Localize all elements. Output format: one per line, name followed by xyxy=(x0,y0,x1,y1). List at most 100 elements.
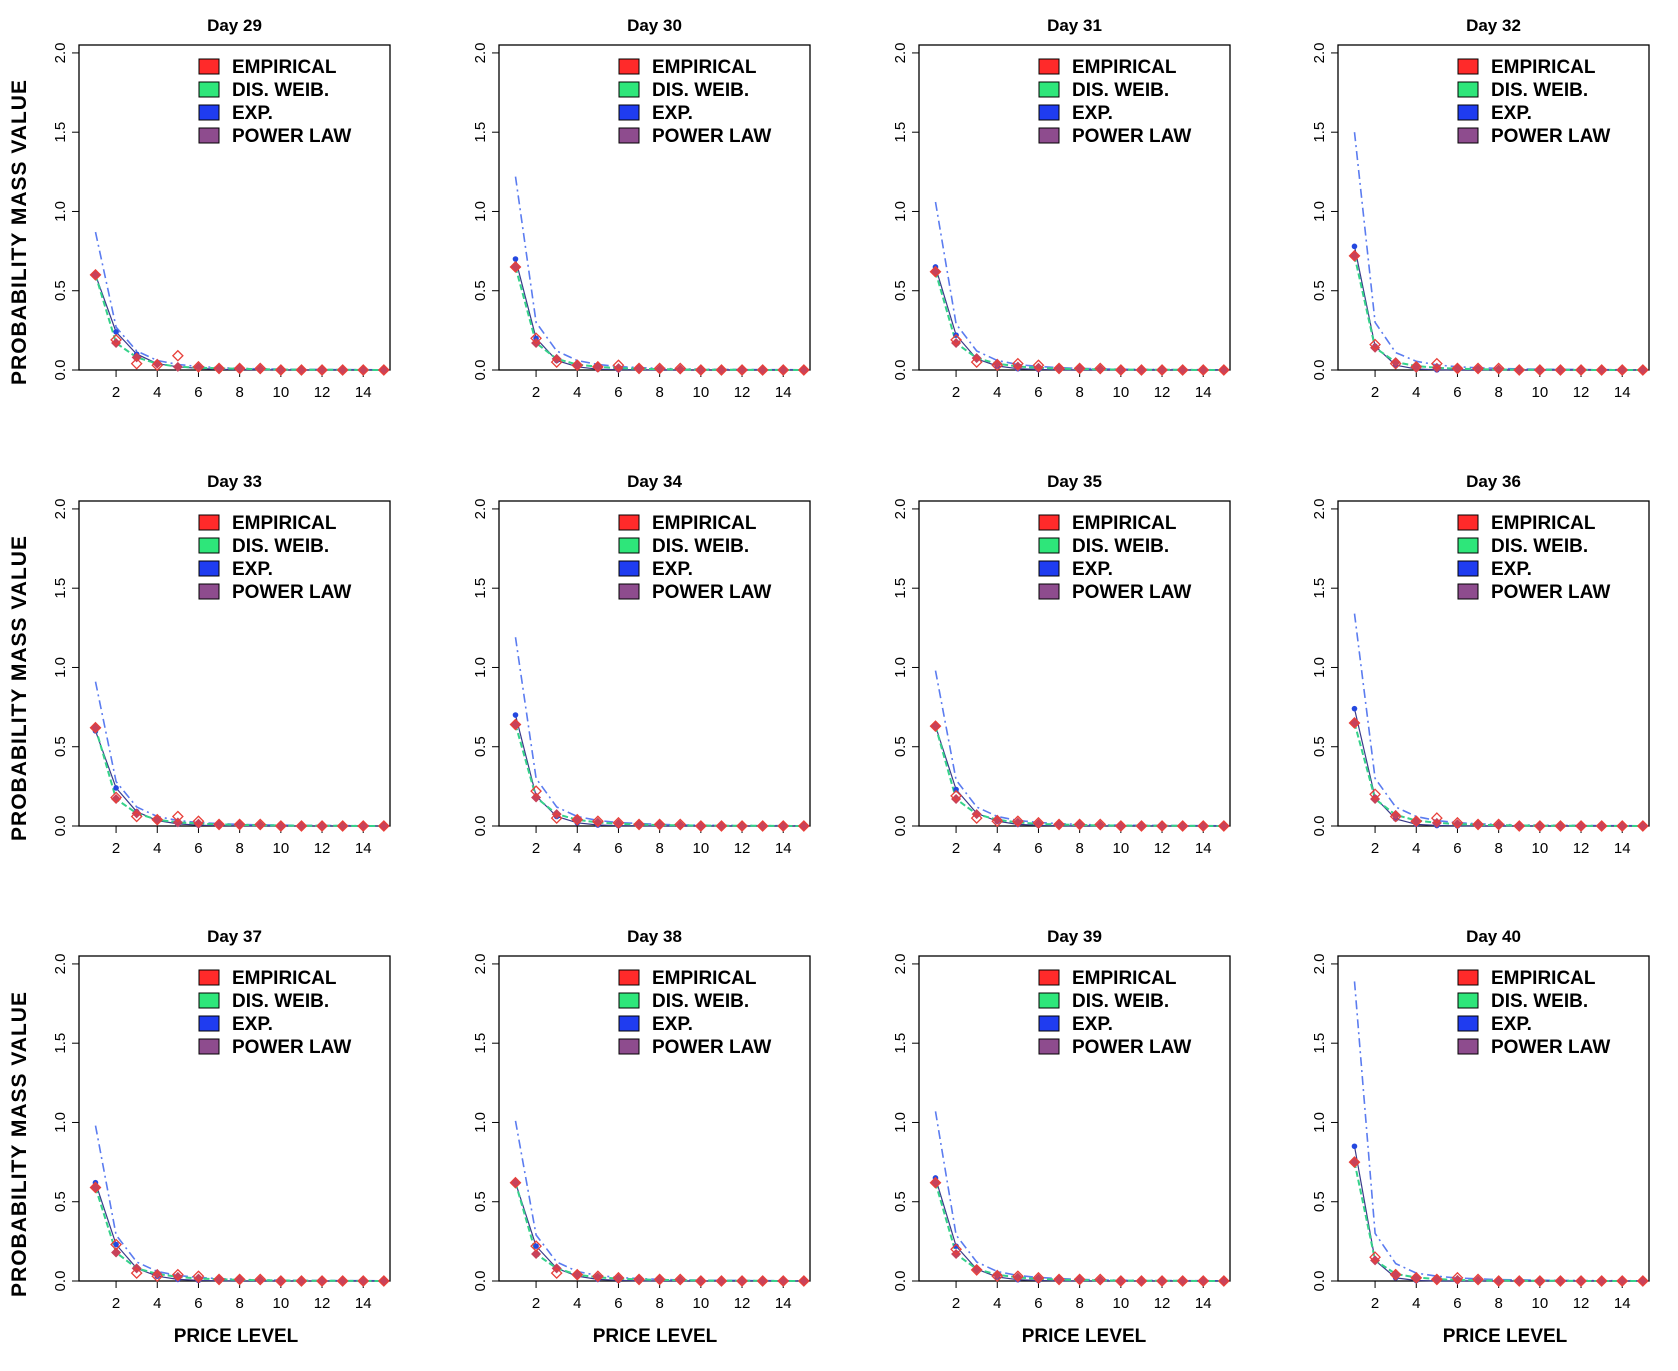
series-empirical-point xyxy=(1513,364,1526,376)
series-empirical-point xyxy=(1410,1271,1423,1284)
series-dis-weib-point xyxy=(992,1269,1003,1280)
series-dis-weib-point xyxy=(1534,820,1545,831)
series-dis-weib-point xyxy=(1617,365,1628,375)
legend-swatch xyxy=(1457,560,1479,577)
legend-label: DIS. WEIB. xyxy=(1072,536,1169,557)
y-tick-label: 1.5 xyxy=(52,578,69,599)
series-dis-weib-point xyxy=(930,1177,941,1188)
x-tick-label: 4 xyxy=(1412,840,1420,857)
series-empirical-point xyxy=(674,1273,687,1286)
legend-label: EMPIRICAL xyxy=(1491,57,1596,78)
series-empirical-point xyxy=(274,1275,287,1287)
series-empirical-point xyxy=(110,1238,122,1251)
series-dis-weib-point xyxy=(757,1275,768,1286)
series-exp-point xyxy=(113,785,119,791)
series-empirical-point xyxy=(950,789,962,802)
series-empirical-point xyxy=(1197,820,1210,832)
x-tick-label: 2 xyxy=(112,384,120,401)
x-tick-label: 8 xyxy=(1494,840,1502,857)
series-dis-weib-point xyxy=(1617,821,1628,831)
x-tick-label: 12 xyxy=(1573,384,1590,401)
series-empirical-point xyxy=(1430,1273,1443,1286)
series-dis-weib-point xyxy=(1054,363,1065,374)
panel-2: Day 30 2 4 6 8 10 12 14 0.0 0.5 1.0 1.5 2.0 EMPIRICAL… xyxy=(472,16,811,401)
series-empirical-point xyxy=(653,362,666,375)
series-dis-weib-point xyxy=(1493,1275,1504,1286)
series-empirical-point xyxy=(89,721,102,734)
x-tick-label: 14 xyxy=(1614,384,1631,401)
x-tick-label: 14 xyxy=(1195,384,1212,401)
panel-title: Day 31 xyxy=(1047,16,1102,35)
legend-swatch xyxy=(1038,1015,1060,1032)
series-empirical-point xyxy=(1472,818,1484,831)
series-dis-weib-point xyxy=(90,1182,101,1193)
legend-label: EXP. xyxy=(232,559,273,580)
y-tick-label: 0.5 xyxy=(1311,1191,1328,1212)
series-empirical-point xyxy=(797,1275,810,1287)
series-empirical-point xyxy=(151,1270,164,1283)
series-dis-weib-line xyxy=(1353,1161,1643,1282)
series-dis-weib-point xyxy=(1095,364,1106,375)
series-dis-weib-point xyxy=(551,809,562,820)
x-tick-label: 12 xyxy=(734,1295,751,1312)
x-tick-label: 10 xyxy=(272,384,289,401)
series-dis-weib-point xyxy=(951,794,962,805)
series-dis-weib-point xyxy=(1177,364,1188,375)
series-empirical-point xyxy=(336,1275,349,1287)
series-empirical-point xyxy=(1032,1271,1045,1284)
x-tick-label: 12 xyxy=(1573,1295,1590,1312)
series-empirical-point xyxy=(1410,815,1423,828)
legend-label: EXP. xyxy=(1072,1014,1113,1035)
y-tick-label: 0.5 xyxy=(52,736,69,757)
legend-swatch xyxy=(1038,127,1060,144)
series-dis-weib-point xyxy=(111,1247,122,1258)
x-tick-label: 6 xyxy=(194,384,202,401)
series-dis-weib-point xyxy=(695,364,706,375)
series-dis-weib-point xyxy=(930,266,941,277)
series-dis-weib-point xyxy=(1617,1276,1628,1286)
series-empirical-point xyxy=(591,815,604,828)
x-tick-label: 14 xyxy=(355,1295,372,1312)
series-empirical-point xyxy=(110,791,122,804)
series-empirical-point xyxy=(1451,816,1464,829)
series-dis-weib-point xyxy=(757,365,768,375)
x-tick-label: 8 xyxy=(1075,1295,1083,1312)
legend-swatch xyxy=(1457,104,1479,121)
series-empirical-point xyxy=(591,360,604,373)
y-tick-label: 1.0 xyxy=(472,657,489,678)
x-tick-label: 10 xyxy=(692,1295,709,1312)
legend-swatch xyxy=(618,127,640,144)
legend-swatch xyxy=(1038,969,1060,986)
series-dis-weib-point xyxy=(111,338,122,349)
x-tick-label: 10 xyxy=(272,1295,289,1312)
series-empirical-point xyxy=(1410,360,1423,373)
series-empirical-point xyxy=(1451,1271,1464,1284)
series-dis-weib-point xyxy=(634,363,645,374)
series-empirical-point xyxy=(1636,820,1649,832)
series-power-law-line xyxy=(94,231,384,371)
legend-label: EMPIRICAL xyxy=(652,513,757,534)
series-empirical-point xyxy=(1176,1275,1189,1287)
series-empirical-point xyxy=(674,818,687,831)
series-empirical-point xyxy=(357,820,370,832)
x-tick-label: 4 xyxy=(993,384,1001,401)
series-dis-weib-point xyxy=(1177,820,1188,831)
panel-5: Day 33 2 4 6 8 10 12 14 0.0 0.5 1.0 1.5 2.0 EMPIRICAL… xyxy=(52,472,391,857)
x-tick-label: 4 xyxy=(153,840,161,857)
series-exp-point xyxy=(113,1241,119,1248)
legend-swatch xyxy=(1038,560,1060,577)
x-tick-label: 10 xyxy=(1112,840,1129,857)
series-empirical-point xyxy=(1369,338,1381,351)
series-dis-weib-point xyxy=(152,358,163,369)
series-empirical-point xyxy=(1636,1275,1649,1287)
series-empirical-point xyxy=(1094,818,1107,831)
x-tick-label: 2 xyxy=(1371,840,1379,857)
x-tick-label: 6 xyxy=(1453,1295,1461,1312)
x-tick-label: 10 xyxy=(1112,1295,1129,1312)
